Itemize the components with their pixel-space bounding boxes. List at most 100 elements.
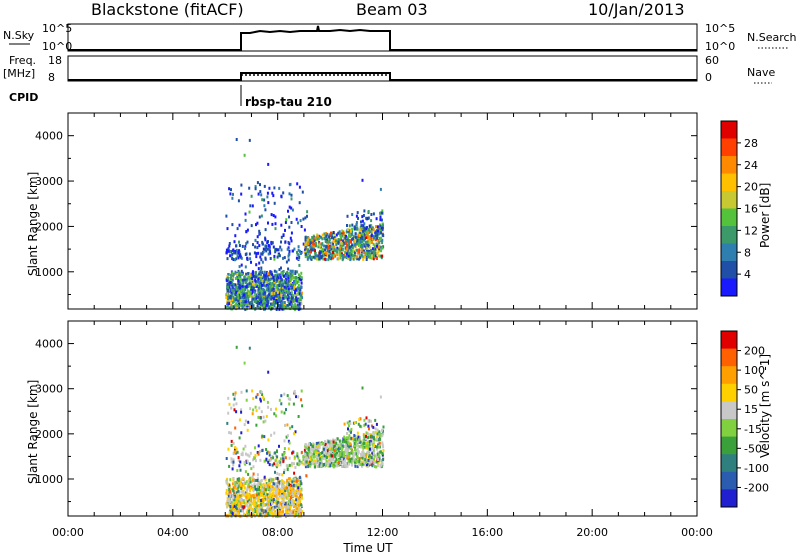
velocity-cell [284,506,287,510]
power-cell [285,283,288,287]
velocity-cell [277,485,280,489]
power-cell [244,218,247,222]
velocity-cell [256,493,258,497]
power-cell [342,254,345,258]
velocity-cell [289,485,292,488]
power-cell [380,245,383,249]
velocity-cell [303,448,306,452]
velocity-colorbar-label: Velocity [m s^-1] [758,354,772,458]
power-cell [372,242,375,246]
power-cell [296,303,299,307]
velocity-cell [313,462,316,466]
velocity-cell [285,435,288,439]
power-cell [236,254,239,258]
velocity-cell [286,480,289,484]
power-cell [234,270,237,274]
power-cell [229,306,232,310]
velocity-cell [232,460,235,464]
velocity-cell [373,433,376,437]
power-cell [281,273,284,277]
velocity-cell [287,505,290,509]
velocity-cell [248,346,251,350]
power-colorbar-tick-label: 20 [744,181,758,194]
power-cell [381,211,384,215]
velocity-cell [251,389,254,393]
velocity-cell [255,496,258,500]
power-cell [242,304,245,308]
velocity-cell [307,461,310,465]
velocity-cell [276,461,279,465]
power-cell [378,247,381,251]
velocity-cell [258,506,261,510]
power-cell [338,238,341,242]
power-cell [233,240,236,244]
power-cell [330,247,333,251]
power-cell [232,258,235,261]
power-cell [356,255,359,259]
power-cell [282,256,284,260]
velocity-cell [276,472,279,476]
velocity-cell [309,464,312,468]
power-cell [376,236,379,240]
power-cell [283,285,286,289]
velocity-cell [245,452,247,456]
power-cell [293,276,296,280]
velocity-cell [310,447,313,451]
power-cell [290,305,293,309]
velocity-cell [251,412,254,416]
velocity-cell [295,498,298,502]
velocity-cell [345,462,348,466]
velocity-cell [277,481,279,484]
power-cell [360,228,363,232]
power-cell [275,300,278,304]
power-cell [364,243,367,247]
velocity-cell [366,464,369,468]
velocity-cell [283,447,286,451]
velocity-cell [351,463,353,467]
velocity-cell [232,477,235,480]
power-cell [346,214,349,218]
velocity-cell [250,484,253,488]
velocity-cell [260,508,263,512]
velocity-cell [290,463,293,467]
velocity-cell [302,455,305,459]
power-cell [273,280,276,284]
velocity-cell [266,451,268,455]
power-cell [367,255,370,258]
velocity-cell [381,434,384,438]
power-cell [350,238,353,242]
velocity-cell [293,481,296,485]
velocity-cell [270,433,273,437]
power-cell [314,241,317,245]
power-cell [289,269,292,273]
power-cell [298,292,301,296]
velocity-cell [268,458,271,462]
power-cell [280,271,283,275]
power-cell [380,256,383,260]
velocity-cell [283,439,286,443]
power-cell [263,184,266,188]
power-cell [255,275,258,279]
velocity-cell [378,445,380,449]
power-cell [257,291,260,295]
velocity-cell [244,482,247,485]
power-cell [366,241,369,244]
velocity-cell [356,465,359,469]
power-cell [287,253,290,257]
velocity-cell [238,418,241,422]
power-cell [226,285,229,289]
velocity-cell [283,411,286,415]
power-cell [341,229,343,233]
velocity-cell [237,485,240,489]
velocity-cell [230,489,233,493]
velocity-cell [249,407,252,411]
power-cell [355,221,358,224]
velocity-cell [283,481,286,485]
velocity-cell [352,455,355,459]
power-cell [265,288,268,292]
velocity-cell [293,499,295,503]
velocity-cell [272,456,275,460]
power-cell [329,233,332,237]
velocity-cell [367,444,369,448]
power-cell [296,270,299,274]
